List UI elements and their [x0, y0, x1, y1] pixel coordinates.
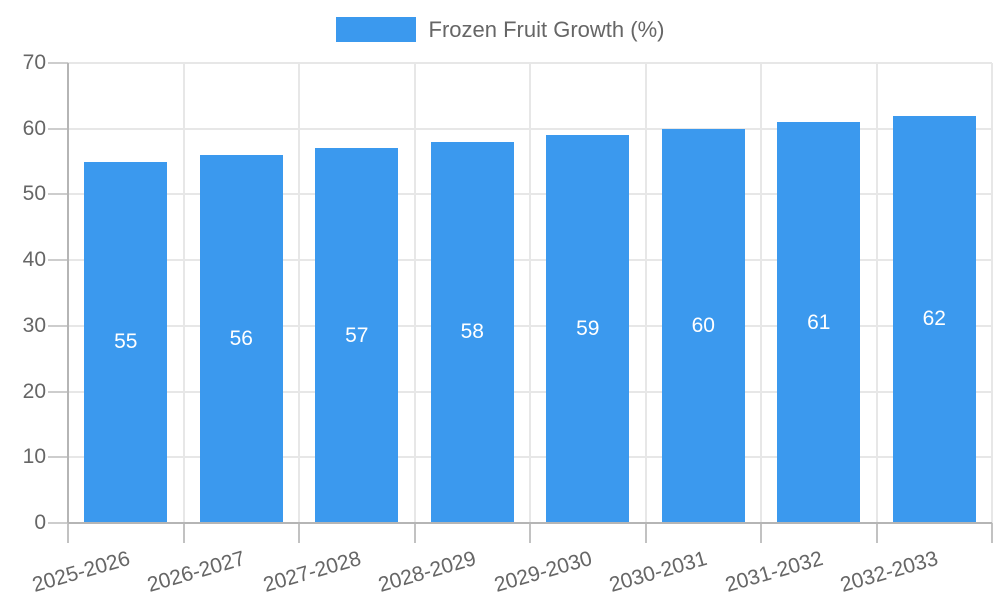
gridline-x — [760, 63, 762, 523]
bar[interactable] — [315, 148, 399, 522]
x-axis-tick — [875, 523, 878, 543]
x-axis-tick — [644, 523, 647, 543]
bar[interactable] — [546, 135, 630, 522]
gridline-x — [529, 63, 531, 523]
x-axis-tick — [760, 523, 762, 543]
y-tick-label: 70 — [22, 51, 46, 74]
y-tick-label: 40 — [22, 248, 46, 272]
legend-swatch — [335, 17, 416, 42]
bar[interactable] — [199, 155, 283, 522]
gridline-x — [182, 63, 185, 523]
x-axis-tick — [991, 523, 993, 543]
y-axis-tick — [48, 456, 68, 459]
bar-value-label: 56 — [229, 327, 253, 350]
y-axis-tick — [48, 390, 68, 393]
y-tick-label: 20 — [22, 379, 46, 403]
x-axis-tick — [529, 523, 531, 543]
y-axis-tick — [48, 522, 68, 524]
y-axis-tick — [48, 193, 68, 196]
bar[interactable] — [84, 161, 168, 522]
y-tick-label: 60 — [22, 116, 46, 140]
legend-item-frozen-fruit-growth[interactable]: Frozen Fruit Growth (%) — [335, 17, 665, 42]
gridline-x — [298, 63, 300, 523]
x-axis-tick — [182, 523, 185, 543]
y-axis-tick — [48, 259, 68, 262]
bar-value-label: 59 — [576, 317, 600, 341]
bar-value-label: 55 — [114, 330, 138, 354]
y-tick-label: 30 — [22, 313, 46, 337]
x-axis-line — [68, 522, 992, 524]
gridline-x — [644, 63, 647, 523]
y-axis-tick — [48, 324, 68, 327]
bar-value-label: 57 — [345, 323, 369, 347]
bar[interactable] — [777, 122, 861, 522]
y-axis-tick — [48, 127, 68, 130]
gridline-x — [991, 63, 993, 523]
bar-value-label: 58 — [460, 320, 484, 344]
y-axis-line — [67, 63, 69, 523]
y-tick-label: 50 — [22, 182, 46, 206]
y-tick-label: 0 — [34, 511, 46, 534]
bar-value-label: 61 — [807, 310, 831, 334]
chart-legend: Frozen Fruit Growth (%) — [0, 17, 1000, 42]
x-axis-tick — [413, 523, 416, 543]
legend-label: Frozen Fruit Growth (%) — [428, 17, 665, 42]
gridline-x — [875, 63, 878, 523]
gridline-x — [413, 63, 416, 523]
bar[interactable] — [892, 115, 976, 522]
y-axis-tick — [48, 62, 68, 64]
bar[interactable] — [430, 141, 514, 522]
bar-value-label: 60 — [691, 313, 715, 337]
bar[interactable] — [661, 128, 745, 522]
x-axis-tick — [298, 523, 300, 543]
y-tick-label: 10 — [22, 445, 46, 469]
x-axis-tick — [67, 523, 69, 543]
bar-value-label: 62 — [922, 307, 946, 331]
